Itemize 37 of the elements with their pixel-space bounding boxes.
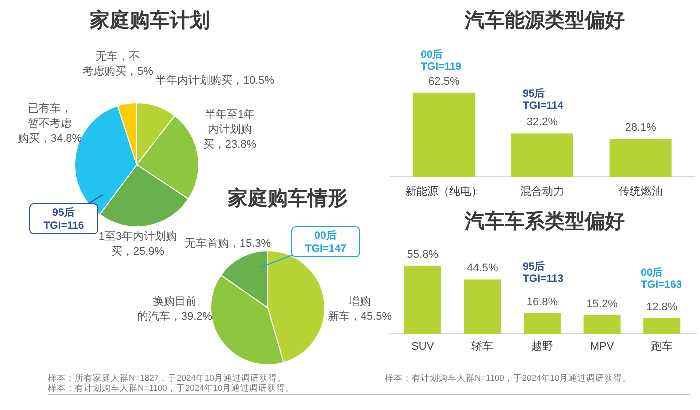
annotation: 00后 TGI=163 — [641, 266, 682, 291]
text: 样本：有计划购车人群N=1100，于2024年10月通过调研获得。 — [385, 373, 632, 383]
x-tick-label: 混合动力 — [520, 185, 564, 198]
slice-label: 1至3年内计划购买，25.9% — [98, 230, 178, 258]
data-label: 28.1% — [625, 122, 657, 134]
x-tick-label: SUV — [412, 341, 435, 353]
data-label: 12.8% — [646, 301, 678, 314]
text: 样本：有计划购车人群N=1100，于2024年10月通过调研获得。 — [48, 383, 295, 393]
data-label: 32.2% — [526, 116, 558, 129]
text: 95后 TGI=116 — [44, 207, 84, 232]
x-tick-label: 传统燃油 — [618, 185, 663, 198]
chart-title: 汽车能源类型偏好 — [464, 9, 625, 32]
data-label: 15.2% — [586, 298, 618, 310]
text: 样本：所有家庭人群N=1827，于2024年10月通过调研获得。 — [48, 373, 286, 383]
x-tick-label: MPV — [590, 341, 615, 353]
annotation: 95后 TGI=114 — [523, 87, 564, 112]
x-tick-label: 越野 — [532, 340, 554, 353]
data-label: 55.8% — [407, 248, 439, 261]
text: 00后 TGI=147 — [305, 230, 347, 255]
slice-label: 半年内计划购买，10.5% — [155, 74, 275, 87]
data-label: 44.5% — [467, 262, 499, 275]
text: 00后 TGI=119 — [421, 48, 462, 73]
x-tick-label: 轿车 — [472, 340, 494, 353]
data-label: 62.5% — [428, 76, 460, 88]
slice-label: 已有车，暂不考虑购买，34.8% — [18, 102, 82, 145]
chart-title: 家庭购车计划 — [89, 9, 210, 32]
chart-title: 家庭购车情形 — [227, 187, 348, 210]
slice-label: 增购新车，45.5% — [328, 296, 392, 323]
slice-label: 无车首购，15.3% — [184, 237, 272, 250]
data-label: 16.8% — [526, 296, 558, 309]
chart-title: 汽车车系类型偏好 — [464, 210, 625, 233]
slice-label: 换购目前的汽车，39.2% — [137, 296, 213, 323]
slice-label: 半年至1年内计划购买，23.8% — [203, 108, 257, 151]
x-tick-label: 跑车 — [651, 340, 674, 353]
x-tick-label: 新能源（纯电） — [406, 185, 483, 198]
annotation: 95后 TGI=113 — [523, 260, 564, 285]
slice-label: 无车，不考虑购买，5% — [82, 50, 154, 78]
